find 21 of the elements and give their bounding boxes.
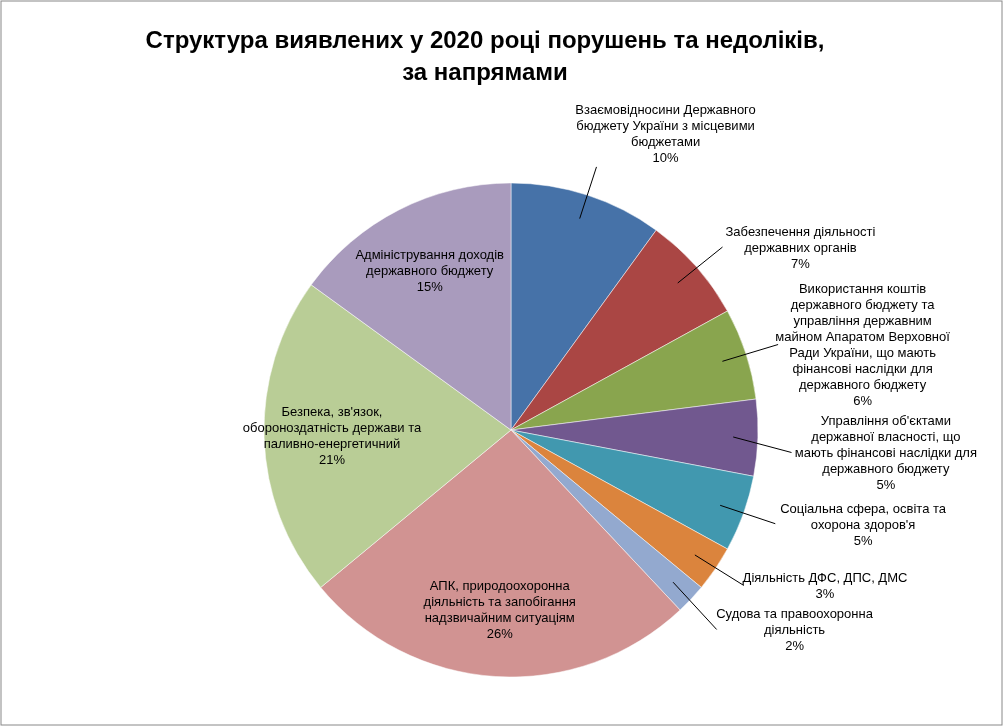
data-label: 10%: [652, 149, 680, 165]
data-label: 5%: [853, 532, 873, 548]
data-label: 21%: [319, 452, 346, 468]
data-label: 6%: [853, 393, 873, 409]
slice-label: АПК, природоохоронна діяльність та запобігання надзвичайним ситуаціям: [423, 577, 576, 625]
slice-label: Використання коштів державного бюджету та управління державним майном Апаратом Верховної Ради України, що мають фінансові наслідки для державного бюджету: [775, 281, 951, 393]
slice-label: Судова та правоохоронна діяльність: [716, 606, 874, 638]
slice-label: Діяльність ДФС, ДПС, ДМС: [742, 570, 908, 586]
slice-label: Забезпечення діяльності державних органів: [725, 223, 876, 255]
slice-label: Соціальна сфера, освіта та охорона здоров'я: [780, 500, 947, 532]
slice-label: Безпека, зв'язок, обороноздатність держави та паливно-енергетичний: [242, 404, 423, 452]
data-label: 3%: [815, 586, 835, 602]
data-label: 2%: [785, 638, 805, 654]
chart-title: Структура виявлених у 2020 році порушень та недоліків, за напрямами: [145, 26, 825, 85]
data-label: 15%: [416, 279, 444, 295]
slice-label: Адміністрування доходів державного бюджету: [355, 247, 505, 279]
data-label: 5%: [876, 477, 896, 493]
slice-label: Управління об'єктами державної власності, що мають фінансові наслідки для державного бюджету: [794, 413, 977, 477]
data-label: 26%: [486, 625, 514, 641]
data-label: 7%: [791, 255, 811, 271]
slice-label: Взаємовідносини Державного бюджету України з місцевими бюджетами: [575, 101, 756, 149]
